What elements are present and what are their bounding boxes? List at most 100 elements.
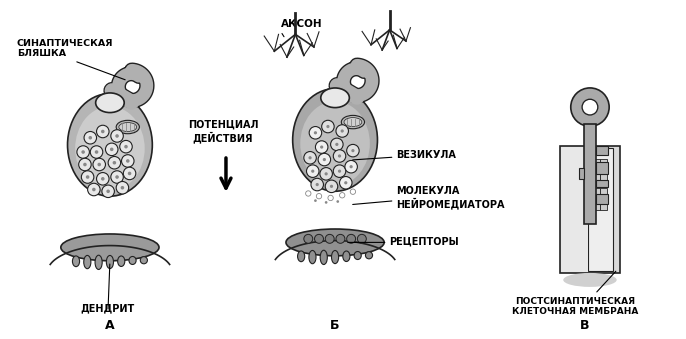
Circle shape: [304, 234, 313, 243]
Circle shape: [307, 165, 319, 177]
Circle shape: [336, 200, 339, 203]
Circle shape: [82, 150, 85, 154]
FancyBboxPatch shape: [560, 146, 619, 273]
Circle shape: [338, 154, 341, 158]
Circle shape: [309, 156, 311, 159]
Circle shape: [316, 194, 322, 199]
Text: В: В: [580, 319, 590, 332]
FancyBboxPatch shape: [561, 147, 588, 272]
Circle shape: [79, 158, 91, 171]
Circle shape: [341, 129, 344, 133]
FancyBboxPatch shape: [596, 194, 608, 204]
Circle shape: [97, 173, 109, 185]
FancyBboxPatch shape: [593, 203, 600, 210]
Circle shape: [320, 145, 323, 149]
Circle shape: [121, 155, 134, 167]
Circle shape: [340, 177, 352, 189]
Circle shape: [116, 181, 129, 194]
Ellipse shape: [354, 252, 362, 260]
FancyBboxPatch shape: [578, 168, 584, 179]
Circle shape: [309, 126, 322, 139]
Ellipse shape: [140, 257, 147, 264]
Ellipse shape: [309, 251, 316, 264]
Circle shape: [316, 183, 319, 186]
Circle shape: [121, 186, 124, 190]
Circle shape: [314, 131, 317, 134]
Text: ДЕНДРИТ: ДЕНДРИТ: [81, 304, 135, 314]
Circle shape: [86, 175, 89, 179]
Circle shape: [102, 185, 115, 198]
Circle shape: [315, 234, 324, 243]
Ellipse shape: [119, 123, 137, 132]
Circle shape: [351, 149, 355, 152]
Circle shape: [88, 136, 92, 140]
Circle shape: [113, 161, 116, 164]
FancyBboxPatch shape: [593, 159, 600, 166]
Circle shape: [324, 201, 327, 204]
FancyBboxPatch shape: [596, 180, 608, 186]
Circle shape: [77, 146, 89, 158]
Circle shape: [327, 125, 329, 128]
Ellipse shape: [343, 251, 350, 261]
Circle shape: [351, 189, 355, 194]
FancyBboxPatch shape: [596, 162, 608, 174]
Ellipse shape: [95, 93, 124, 113]
Ellipse shape: [118, 256, 125, 266]
Ellipse shape: [106, 256, 113, 268]
Circle shape: [322, 120, 334, 133]
Circle shape: [101, 177, 104, 181]
Ellipse shape: [286, 229, 384, 256]
FancyBboxPatch shape: [600, 159, 607, 166]
Ellipse shape: [300, 101, 370, 185]
Text: Б: Б: [331, 319, 340, 332]
FancyBboxPatch shape: [588, 148, 613, 271]
Ellipse shape: [342, 115, 364, 129]
Circle shape: [106, 143, 118, 156]
Circle shape: [344, 181, 347, 184]
Ellipse shape: [293, 88, 377, 191]
Ellipse shape: [321, 88, 349, 107]
Circle shape: [582, 99, 598, 115]
Circle shape: [340, 193, 345, 198]
Circle shape: [345, 160, 357, 173]
FancyBboxPatch shape: [600, 203, 607, 210]
Circle shape: [95, 150, 98, 154]
Circle shape: [318, 153, 331, 166]
Circle shape: [120, 140, 132, 153]
Circle shape: [110, 147, 113, 151]
Circle shape: [328, 195, 333, 201]
Circle shape: [335, 143, 338, 146]
Circle shape: [324, 172, 328, 176]
Ellipse shape: [366, 252, 372, 259]
Circle shape: [97, 163, 101, 166]
Circle shape: [93, 158, 106, 171]
Circle shape: [330, 185, 333, 188]
Circle shape: [336, 234, 345, 243]
Circle shape: [322, 158, 326, 161]
Circle shape: [350, 165, 353, 168]
Circle shape: [331, 138, 343, 151]
FancyBboxPatch shape: [600, 188, 607, 195]
Circle shape: [325, 234, 334, 243]
Text: ПОСТСИНАПТИЧЕСКАЯ
КЛЕТОЧНАЯ МЕМБРАНА: ПОСТСИНАПТИЧЕСКАЯ КЛЕТОЧНАЯ МЕМБРАНА: [512, 297, 638, 316]
Circle shape: [91, 146, 103, 158]
Ellipse shape: [320, 250, 327, 264]
Ellipse shape: [298, 251, 305, 262]
Circle shape: [82, 171, 94, 183]
Ellipse shape: [95, 255, 102, 270]
Ellipse shape: [344, 118, 362, 126]
Circle shape: [106, 190, 110, 193]
Circle shape: [333, 165, 346, 177]
Ellipse shape: [563, 273, 617, 287]
Circle shape: [311, 170, 314, 173]
Ellipse shape: [67, 94, 152, 196]
Circle shape: [115, 134, 119, 138]
Ellipse shape: [331, 251, 339, 264]
Circle shape: [115, 175, 119, 179]
Ellipse shape: [73, 256, 80, 267]
Ellipse shape: [116, 120, 139, 134]
Circle shape: [311, 178, 324, 191]
Circle shape: [305, 191, 311, 196]
Circle shape: [123, 167, 136, 180]
Circle shape: [101, 130, 104, 133]
